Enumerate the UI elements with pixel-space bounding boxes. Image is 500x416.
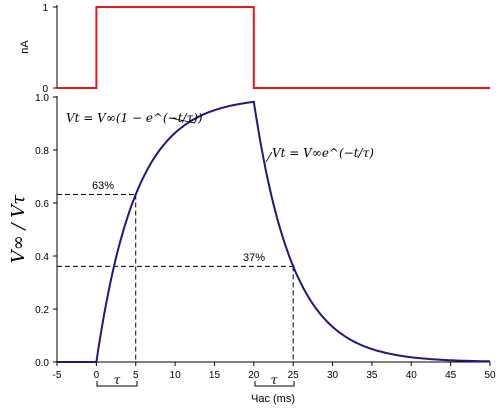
x-tick-label: 20 [248, 370, 260, 381]
y-tick-label: 0.8 [35, 146, 49, 157]
bottom-y-ticks: 0.0 0.2 0.4 0.6 0.8 1.0 [35, 93, 57, 369]
top-ytick-label-0: 0 [42, 84, 48, 95]
tau-label-rise: τ [114, 373, 121, 387]
bottom-x-ticks: -5 0 5 10 15 20 25 30 35 40 45 50 [53, 362, 496, 381]
equation-rise-pointer [169, 117, 196, 124]
x-tick-label: 10 [170, 370, 182, 381]
tau-bracket-decay: τ [254, 373, 295, 387]
x-tick-label: 50 [484, 370, 496, 381]
top-panel: 1 0 nA [19, 3, 490, 95]
equation-decay-pointer [265, 151, 273, 163]
bottom-panel: 0.0 0.2 0.4 0.6 0.8 1.0 -5 0 5 10 15 20 25 30 35 40 45 5… [8, 93, 496, 405]
x-tick-label: 35 [366, 370, 378, 381]
x-tick-label: 30 [327, 370, 339, 381]
equation-rise: Vt = V∞(1 − e^(−t/τ)) [66, 111, 203, 125]
tau-bracket-rise-line [96, 381, 138, 387]
top-y-axis-label: nA [19, 40, 31, 54]
y-tick-label: 0.4 [35, 252, 49, 263]
x-tick-label: 15 [209, 370, 221, 381]
x-tick-label: 5 [133, 370, 139, 381]
voltage-curve-line [57, 100, 491, 363]
x-tick-label: 0 [94, 370, 100, 381]
x-tick-label: 25 [288, 370, 300, 381]
x-tick-label: 40 [406, 370, 418, 381]
y-tick-label: 0.0 [35, 358, 49, 369]
bottom-y-axis-label: V∞ / Vτ [8, 194, 29, 264]
tau-label-decay: τ [271, 373, 278, 387]
current-step-line [57, 6, 490, 89]
equation-decay: Vt = V∞e^(−t/τ) [265, 146, 374, 163]
x-tick-label: 45 [445, 370, 457, 381]
tau-bracket-rise: τ [96, 373, 138, 387]
guide-lines [57, 194, 294, 362]
top-ytick-label-1: 1 [42, 3, 48, 14]
y-tick-label: 0.6 [35, 199, 49, 210]
equation-rise-text: Vt = V∞(1 − e^(−t/τ)) [66, 111, 203, 125]
y-tick-label: 1.0 [35, 93, 49, 104]
bottom-x-axis-label: Час (ms) [251, 393, 295, 405]
y-tick-label: 0.2 [35, 305, 49, 316]
annotation-37pct: 37% [243, 252, 265, 264]
tau-bracket-decay-line [254, 381, 295, 387]
annotation-63pct: 63% [92, 180, 114, 192]
equation-decay-text: Vt = V∞e^(−t/τ) [272, 146, 374, 160]
x-tick-label: -5 [53, 370, 62, 381]
